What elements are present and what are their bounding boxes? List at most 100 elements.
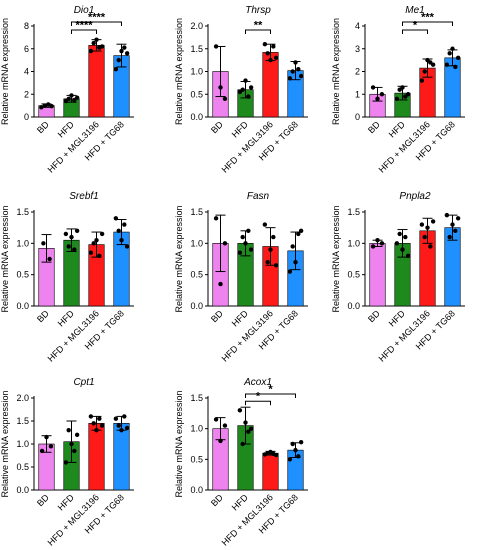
y-tick-label: 0.0 — [190, 485, 203, 495]
y-tick-label: 0.5 — [347, 270, 360, 280]
x-tick-label: BD — [35, 492, 51, 508]
x-tick-label: HFD — [387, 308, 408, 329]
significance-bracket — [71, 21, 122, 26]
data-point — [405, 253, 411, 259]
data-point — [422, 234, 427, 240]
data-point — [94, 238, 99, 243]
data-point — [66, 428, 71, 433]
data-point — [290, 441, 295, 447]
data-point — [91, 40, 96, 46]
y-tick-label: 1.5 — [190, 393, 203, 403]
x-tick-label: BD — [209, 308, 225, 324]
x-tick-label: HFD — [56, 492, 77, 513]
data-point — [99, 231, 105, 237]
y-tick-label: 8 — [24, 21, 29, 31]
data-point — [293, 447, 298, 453]
chart-title: Pnpla2 — [399, 191, 431, 202]
bar-hfd-tg68 — [113, 422, 130, 491]
chart-title: Thrsp — [245, 5, 271, 16]
y-tick-label: 0.0 — [16, 485, 29, 495]
data-point — [265, 259, 270, 265]
data-point — [41, 241, 46, 246]
data-point — [99, 44, 105, 49]
data-point — [296, 231, 301, 237]
x-tick-label: BD — [35, 308, 51, 324]
y-axis-label: Relative mRNA expression — [0, 18, 10, 125]
data-point — [419, 222, 425, 227]
data-point — [63, 460, 69, 465]
data-point — [293, 259, 298, 265]
chart-panel-acox1: Acox1 Relative mRNA expression 0.0 0.5 1.0 1.… — [174, 377, 308, 548]
chart-title: Cpt1 — [73, 377, 94, 388]
chart-title: Dio1 — [74, 5, 95, 16]
data-point — [447, 234, 452, 240]
data-point — [290, 244, 295, 249]
data-point — [88, 48, 94, 54]
data-point — [47, 256, 52, 262]
data-point — [444, 212, 450, 218]
data-point — [113, 67, 119, 72]
y-tick-label: 1.5 — [190, 207, 203, 217]
y-axis-label: Relative mRNA expression — [0, 205, 10, 312]
significance-label: * — [268, 384, 273, 396]
significance-bracket — [71, 29, 97, 34]
x-tick-label: HFD — [387, 119, 408, 140]
data-point — [262, 222, 268, 227]
x-tick-label: HFD — [56, 119, 77, 140]
data-point — [287, 457, 293, 462]
y-tick-label: 1.0 — [190, 67, 203, 77]
data-point — [218, 438, 223, 444]
x-tick-label: BD — [209, 119, 225, 135]
data-point — [430, 219, 436, 224]
data-point — [48, 444, 54, 449]
data-point — [397, 231, 402, 237]
y-tick-label: 1.0 — [190, 424, 203, 434]
data-point — [370, 244, 376, 249]
data-point — [370, 85, 376, 90]
data-point — [66, 96, 71, 102]
chart-title: Srebf1 — [69, 191, 98, 202]
data-point — [119, 48, 124, 54]
data-point — [218, 85, 223, 90]
significance-label: * — [256, 391, 261, 403]
significance-bracket — [245, 29, 271, 34]
data-point — [298, 228, 304, 233]
significance-bracket — [245, 400, 271, 406]
data-point — [248, 247, 254, 252]
y-tick-label: 1.0 — [347, 238, 360, 248]
data-point — [403, 234, 408, 240]
y-tick-label: 0.5 — [16, 462, 29, 472]
data-point — [298, 73, 304, 79]
y-axis-label: Relative mRNA expression — [174, 390, 184, 497]
data-point — [63, 231, 69, 237]
data-point — [124, 425, 130, 431]
chart-panel-pnpla2: Pnpla2 Relative mRNA expression 0.0 0.5 1.0 1… — [331, 191, 465, 364]
chart-panel-srebf1: Srebf1 Relative mRNA expression 0.0 0.5 1.0 1… — [0, 191, 134, 364]
y-tick-label: 2 — [24, 89, 29, 99]
data-point — [69, 441, 74, 447]
data-point — [91, 421, 96, 426]
y-tick-label: 1.0 — [190, 238, 203, 248]
data-point — [94, 428, 99, 433]
data-point — [243, 420, 248, 425]
y-tick-label: 2.0 — [190, 21, 203, 31]
data-point — [240, 87, 245, 92]
data-point — [42, 103, 47, 108]
chart-panel-fasn: Fasn Relative mRNA expression 0.0 0.5 1.0 1.5… — [174, 191, 308, 364]
significance-label: ** — [254, 20, 263, 32]
significance-bracket — [245, 393, 296, 398]
data-point — [405, 92, 411, 97]
y-tick-label: 3 — [355, 44, 360, 54]
data-point — [246, 228, 251, 233]
significance-label: *** — [421, 12, 435, 24]
data-point — [296, 67, 301, 72]
data-point — [44, 434, 49, 440]
y-tick-label: 1.5 — [190, 44, 203, 54]
x-tick-label: BD — [366, 119, 382, 135]
data-point — [268, 247, 273, 252]
data-point — [119, 428, 124, 433]
chart-title: Acox1 — [243, 377, 272, 388]
data-point — [400, 85, 405, 90]
